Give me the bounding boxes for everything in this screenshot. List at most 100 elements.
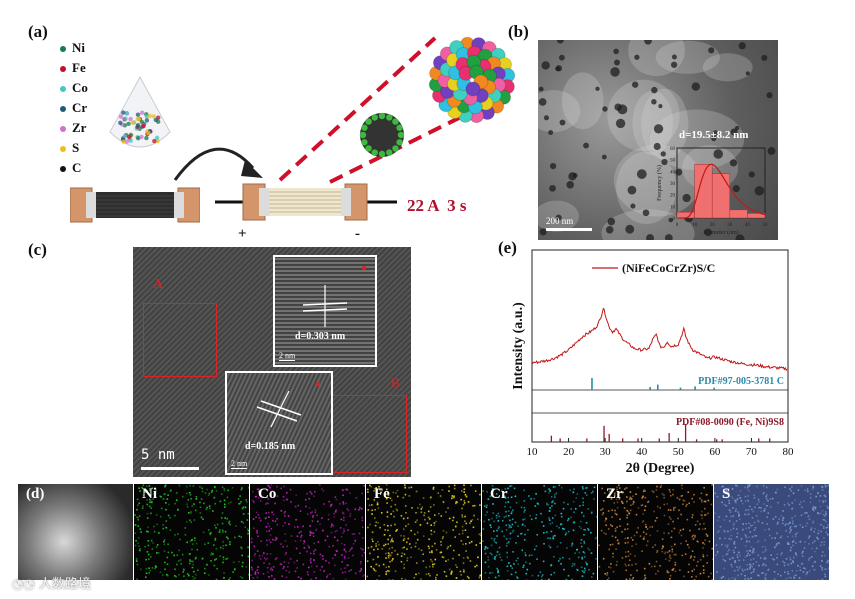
- hrtem-image: A B d=0.303 nm 2 nm ● d=0.185 nm 2 nm ● …: [133, 247, 411, 477]
- element-legend: Ni Fe Co Cr Zr S C: [60, 38, 88, 178]
- eds-map-s: S: [714, 484, 829, 580]
- eds-map-cr: Cr: [482, 484, 597, 580]
- xrd-xlabel: 2θ (Degree): [626, 461, 695, 476]
- xrd-ref1-label: PDF#97-005-3781 C: [698, 376, 784, 387]
- watermark-icon: ◔◔: [12, 577, 35, 592]
- xrd-xtick: 60: [709, 446, 721, 458]
- histogram-ytick: 0: [673, 217, 676, 222]
- lattice-inset-1: d=0.303 nm 2 nm ●: [273, 255, 377, 367]
- d-spacing-1: d=0.303 nm: [295, 331, 346, 342]
- xrd-xtick: 20: [563, 446, 575, 458]
- histogram-xtick: 10: [692, 223, 698, 228]
- xrd-xtick: 30: [600, 446, 612, 458]
- histogram-ytick: 50: [670, 159, 676, 164]
- legend-symbol: S: [72, 140, 80, 155]
- d-spacing-2: d=0.185 nm: [245, 441, 296, 452]
- eds-map-label: Fe: [374, 486, 390, 502]
- panel-b-label: (b): [508, 22, 529, 41]
- lattice-inset-2: d=0.185 nm 2 nm ●: [225, 371, 333, 475]
- eds-map-label: Ni: [142, 486, 157, 502]
- legend-item-s: S: [60, 138, 88, 158]
- panel-e-label: (e): [498, 238, 517, 257]
- legend-symbol: Zr: [72, 120, 87, 135]
- tem-image: 200 nm: [538, 40, 778, 240]
- eds-map-label: Cr: [490, 486, 508, 502]
- histogram-fit-line: [678, 163, 766, 219]
- eds-map-zr: Zr: [598, 484, 713, 580]
- eds-map-co: Co: [250, 484, 365, 580]
- legend-symbol: Cr: [72, 100, 88, 115]
- lattice-marker-2: [256, 390, 302, 428]
- xrd-chart: (NiFeCoCrZr)S/C PDF#97-005-3781 C PDF#08-0…: [511, 249, 795, 476]
- histogram-xlabel: Diameter (nm): [703, 229, 738, 236]
- region-b-box: [329, 395, 407, 473]
- legend-dot-icon: [60, 106, 66, 113]
- region-a-label: A: [153, 277, 164, 292]
- powder-funnel-illustration: [109, 75, 171, 148]
- panel-c-label: (c): [28, 240, 47, 259]
- inset-2-scale: 2 nm: [231, 459, 248, 469]
- xrd-frame: [531, 249, 789, 443]
- eds-map-label: Co: [258, 486, 277, 502]
- xrd-xtick: 40: [636, 446, 648, 458]
- hea-nanoparticle: [428, 36, 516, 124]
- histogram-bar: [711, 173, 731, 219]
- legend-symbol: Fe: [72, 60, 86, 75]
- inset-1-marker: ●: [361, 263, 368, 274]
- histogram-ytick: 10: [670, 205, 676, 210]
- histogram-xtick: 50: [763, 223, 769, 228]
- size-distribution-histogram: d=19.5±8.2 nm 0 10 20 30 40 50 0 10 20 30 40 50 60 Dia…: [656, 129, 769, 236]
- histogram-ytick: 40: [670, 170, 676, 175]
- legend-symbol: C: [72, 160, 82, 175]
- histogram-ytick: 30: [670, 182, 676, 187]
- eds-map-label: Zr: [606, 486, 623, 502]
- particle-on-fiber: [359, 112, 405, 158]
- legend-item-fe: Fe: [60, 58, 88, 78]
- shock-condition-label: 22 A 3 s: [407, 196, 467, 215]
- panel-d-label: (d): [26, 486, 45, 502]
- carbon-cloth-precursor: [70, 187, 200, 223]
- histogram-bar: [729, 209, 748, 219]
- legend-item-ni: Ni: [60, 38, 88, 58]
- legend-dot-icon: [60, 66, 66, 73]
- legend-dot-icon: [60, 46, 66, 53]
- region-a-box: [143, 303, 217, 377]
- xrd-xtick: 80: [783, 446, 795, 458]
- legend-dot-icon: [60, 166, 66, 173]
- histogram-xtick: 20: [710, 223, 716, 228]
- xrd-xtick: 50: [673, 446, 685, 458]
- inset-2-marker: ●: [315, 379, 322, 390]
- legend-dot-icon: [60, 126, 66, 133]
- legend-item-c: C: [60, 158, 88, 178]
- histogram-xtick: 40: [745, 223, 751, 228]
- legend-symbol: Ni: [72, 40, 85, 55]
- xrd-series-line: [531, 307, 788, 371]
- legend-dot-icon: [60, 86, 66, 93]
- watermark: ◔◔ 人数路境: [12, 573, 91, 592]
- watermark-text: 人数路境: [38, 577, 91, 592]
- region-b-label: B: [391, 375, 400, 390]
- carbon-cloth-shocked: [215, 183, 397, 221]
- histogram-title: d=19.5±8.2 nm: [679, 129, 748, 141]
- xrd-xtick: 70: [746, 446, 758, 458]
- hrtem-scale-bar: [141, 467, 199, 470]
- panel-a-label: (a): [28, 22, 48, 41]
- eds-haadf-image: (d): [18, 484, 133, 580]
- eds-map-ni: Ni: [134, 484, 249, 580]
- xrd-legend-label: (NiFeCoCrZr)S/C: [622, 261, 715, 275]
- xrd-ylabel: Intensity (a.u.): [511, 302, 526, 390]
- tem-scale-label: 200 nm: [546, 216, 574, 226]
- legend-dot-icon: [60, 146, 66, 153]
- legend-item-cr: Cr: [60, 98, 88, 118]
- eds-map-label: S: [722, 486, 731, 502]
- histogram-bar: [694, 164, 713, 219]
- legend-item-co: Co: [60, 78, 88, 98]
- lattice-marker-1: [302, 285, 348, 327]
- legend-item-zr: Zr: [60, 118, 88, 138]
- eds-map-fe: Fe: [366, 484, 481, 580]
- histogram-ylabel: Frequency (%): [656, 165, 663, 201]
- hrtem-scale-label: 5 nm: [141, 447, 175, 463]
- xrd-ref2-label: PDF#08-0090 (Fe, Ni)9S8: [676, 417, 784, 428]
- zoom-dashed-lines: [278, 36, 476, 184]
- xrd-xtick: 10: [527, 446, 539, 458]
